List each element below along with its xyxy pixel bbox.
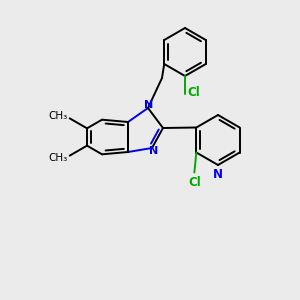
Text: N: N [213, 168, 223, 181]
Text: Cl: Cl [188, 176, 201, 188]
Text: N: N [149, 146, 159, 156]
Text: Cl: Cl [187, 86, 200, 100]
Text: CH₃: CH₃ [48, 111, 68, 121]
Text: N: N [144, 100, 154, 110]
Text: CH₃: CH₃ [48, 153, 68, 163]
